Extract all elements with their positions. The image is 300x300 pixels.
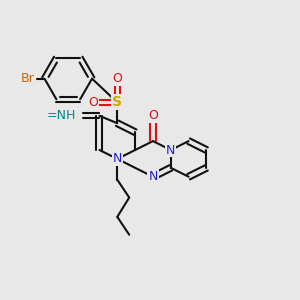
Text: =NH: =NH <box>46 109 76 122</box>
Text: O: O <box>148 109 158 122</box>
Text: O: O <box>88 96 98 109</box>
Text: N: N <box>112 152 122 165</box>
Text: O: O <box>112 72 122 85</box>
Text: NH: NH <box>57 108 76 121</box>
Text: N: N <box>166 143 176 157</box>
Text: N: N <box>148 170 158 183</box>
Text: =: = <box>68 109 79 122</box>
Text: Br: Br <box>21 72 35 85</box>
Text: S: S <box>112 95 122 110</box>
